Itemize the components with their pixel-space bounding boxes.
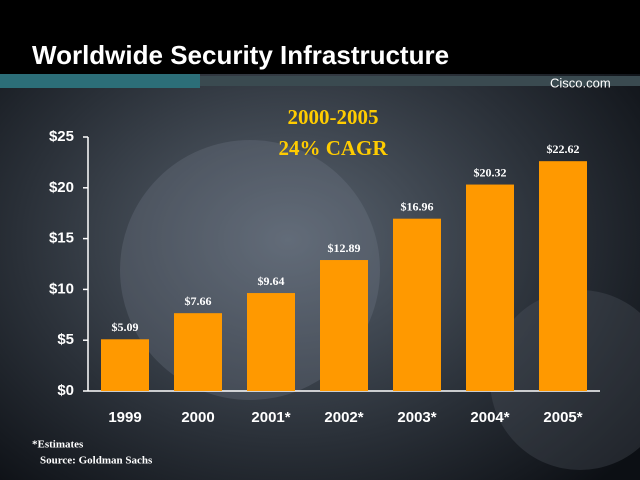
title-stripe (200, 76, 640, 86)
value-label: $7.66 (185, 294, 212, 308)
title-stripe (0, 74, 200, 88)
y-tick-label: $15 (49, 230, 74, 247)
value-label: $12.89 (328, 241, 361, 255)
x-tick-label: 2005* (543, 409, 582, 426)
bar (393, 218, 441, 391)
title-bar (0, 0, 640, 74)
x-tick-label: 2003* (397, 409, 436, 426)
footnote: *Estimates (32, 439, 84, 451)
annotation: 2000-2005 (288, 105, 379, 129)
x-tick-label: 1999 (108, 409, 141, 426)
bar (174, 313, 222, 391)
x-tick-label: 2000 (181, 409, 214, 426)
chart-title: Worldwide Security Infrastructure (32, 40, 449, 70)
footnote: Source: Goldman Sachs (40, 455, 153, 467)
y-tick-label: $0 (57, 382, 74, 399)
x-tick-label: 2002* (324, 409, 363, 426)
value-label: $20.32 (474, 165, 507, 179)
y-tick-label: $25 (49, 128, 74, 145)
bar (320, 260, 368, 391)
y-tick-label: $20 (49, 179, 74, 196)
brand: Cisco.com (550, 75, 611, 90)
value-label: $22.62 (547, 142, 580, 156)
y-tick-label: $10 (49, 280, 74, 297)
value-label: $9.64 (258, 274, 285, 288)
bar (101, 339, 149, 391)
x-tick-label: 2001* (251, 409, 290, 426)
value-label: $5.09 (112, 320, 139, 334)
annotation: 24% CAGR (278, 136, 388, 160)
bar (466, 184, 514, 391)
bar (539, 161, 587, 391)
y-tick-label: $5 (57, 331, 74, 348)
x-tick-label: 2004* (470, 409, 509, 426)
bar (247, 293, 295, 391)
value-label: $16.96 (401, 199, 434, 213)
